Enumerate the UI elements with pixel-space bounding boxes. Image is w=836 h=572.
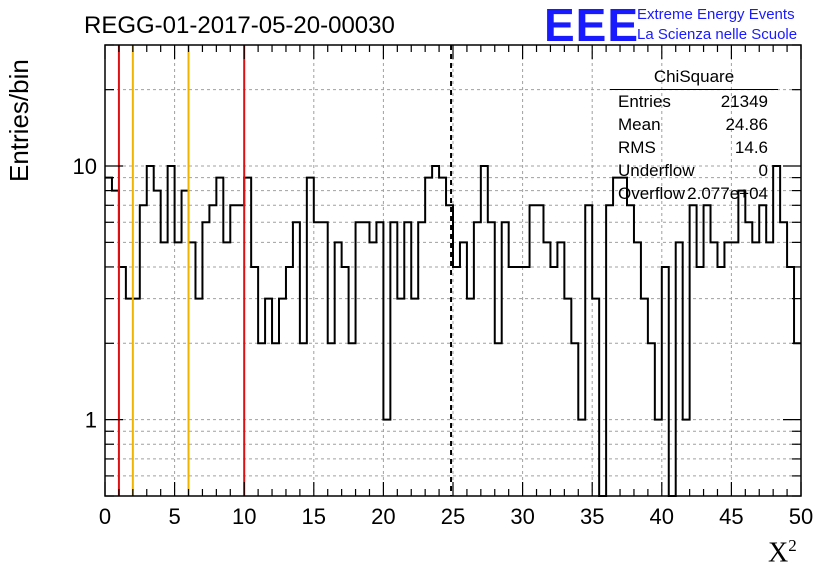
stats-value: 0 <box>758 161 768 180</box>
stats-key: RMS <box>618 138 656 157</box>
histogram-series <box>105 165 801 497</box>
stats-row-mean: Mean 24.86 <box>610 113 778 136</box>
stats-value: 21349 <box>720 92 768 111</box>
stats-row-underflow: Underflow 0 <box>610 159 778 182</box>
stats-row-entries: Entries 21349 <box>610 90 778 113</box>
x-tick-label: 25 <box>441 504 465 529</box>
stats-box: ChiSquare Entries 21349 Mean 24.86 RMS 1… <box>610 67 778 205</box>
stats-row-overflow: Overflow 2.077e+04 <box>610 182 778 205</box>
x-tick-label: 45 <box>719 504 743 529</box>
stats-value: 24.86 <box>725 115 768 134</box>
chart-title: REGG-01-2017-05-20-00030 <box>84 12 395 39</box>
x-axis-label: X2 <box>768 536 797 569</box>
stats-value: 14.6 <box>734 138 768 157</box>
x-tick-label: 15 <box>302 504 326 529</box>
stats-row-rms: RMS 14.6 <box>610 136 778 159</box>
x-tick-label: 10 <box>232 504 256 529</box>
x-tick-label: 20 <box>371 504 395 529</box>
stats-key: Overflow <box>618 184 686 203</box>
logo-tagline-2: La Scienza nelle Scuole <box>637 26 798 43</box>
x-tick-label: 5 <box>168 504 180 529</box>
stats-title: ChiSquare <box>610 67 778 90</box>
x-tick-label: 40 <box>650 504 674 529</box>
x-tick-label: 35 <box>580 504 604 529</box>
stats-key: Entries <box>618 92 671 111</box>
logo-tagline-1: Extreme Energy Events <box>637 6 795 23</box>
x-tick-label: 50 <box>789 504 813 529</box>
stats-value: 2.077e+04 <box>687 184 768 203</box>
stats-key: Underflow <box>618 161 695 180</box>
x-tick-label: 0 <box>99 504 111 529</box>
x-tick-label: 30 <box>510 504 534 529</box>
y-tick-label: 10 <box>73 154 97 179</box>
eee-logo: EEE <box>544 0 640 51</box>
stats-key: Mean <box>618 115 661 134</box>
y-tick-label: 1 <box>85 408 97 433</box>
